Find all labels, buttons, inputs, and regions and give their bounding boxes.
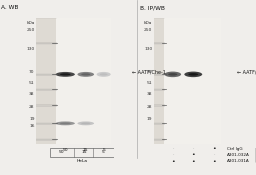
Text: A301-031A: A301-031A <box>227 159 249 163</box>
Text: 38: 38 <box>29 92 35 96</box>
Text: ·: · <box>193 146 194 151</box>
Text: 51: 51 <box>29 81 35 85</box>
Text: 19: 19 <box>147 117 152 121</box>
Ellipse shape <box>81 122 90 124</box>
Text: 28: 28 <box>147 105 152 109</box>
Text: A301-032A: A301-032A <box>227 153 249 157</box>
Ellipse shape <box>60 73 71 75</box>
Ellipse shape <box>97 72 111 77</box>
Ellipse shape <box>77 121 94 125</box>
Text: 250: 250 <box>144 28 152 32</box>
Ellipse shape <box>77 72 94 77</box>
Ellipse shape <box>165 72 181 77</box>
Text: 5: 5 <box>102 150 104 154</box>
Bar <box>50 148 114 157</box>
Text: ·: · <box>213 152 215 157</box>
Text: 51: 51 <box>147 81 152 85</box>
Text: ← AATF/Che-1: ← AATF/Che-1 <box>237 69 256 74</box>
Bar <box>154 18 165 144</box>
Text: 16: 16 <box>29 124 35 128</box>
Ellipse shape <box>81 73 90 75</box>
Ellipse shape <box>56 72 75 77</box>
Text: Ctrl IgG: Ctrl IgG <box>227 147 242 151</box>
Text: 5: 5 <box>102 148 105 152</box>
Text: 250: 250 <box>26 28 35 32</box>
Bar <box>165 18 221 144</box>
Text: 70: 70 <box>147 70 152 74</box>
Ellipse shape <box>60 122 71 124</box>
Bar <box>36 18 56 144</box>
Text: kDa: kDa <box>144 21 152 25</box>
Text: 38: 38 <box>147 92 152 96</box>
Text: 130: 130 <box>26 47 35 51</box>
Text: •: • <box>212 146 216 151</box>
Text: •: • <box>212 159 216 163</box>
Ellipse shape <box>56 121 75 125</box>
Text: 19: 19 <box>29 117 35 121</box>
Text: 130: 130 <box>144 47 152 51</box>
Ellipse shape <box>168 73 177 76</box>
Text: A. WB: A. WB <box>1 5 19 10</box>
Text: ·: · <box>172 146 174 151</box>
Ellipse shape <box>188 73 198 76</box>
Text: ← AATF/Che-1: ← AATF/Che-1 <box>132 69 166 74</box>
Text: B. IP/WB: B. IP/WB <box>140 5 164 10</box>
Text: ·: · <box>172 152 174 157</box>
Text: 15: 15 <box>83 148 89 152</box>
Text: 15: 15 <box>81 150 87 154</box>
Text: 50: 50 <box>59 150 64 154</box>
Text: •: • <box>191 159 195 163</box>
Text: HeLa: HeLa <box>77 159 87 163</box>
Ellipse shape <box>184 72 202 77</box>
Text: |: | <box>254 148 256 162</box>
Text: 28: 28 <box>29 105 35 109</box>
Text: •: • <box>191 152 195 157</box>
Ellipse shape <box>100 73 108 75</box>
Bar <box>56 18 111 144</box>
Text: •: • <box>171 159 175 163</box>
Text: 70: 70 <box>29 70 35 74</box>
Text: kDa: kDa <box>26 21 35 25</box>
Text: 50: 50 <box>62 148 68 152</box>
